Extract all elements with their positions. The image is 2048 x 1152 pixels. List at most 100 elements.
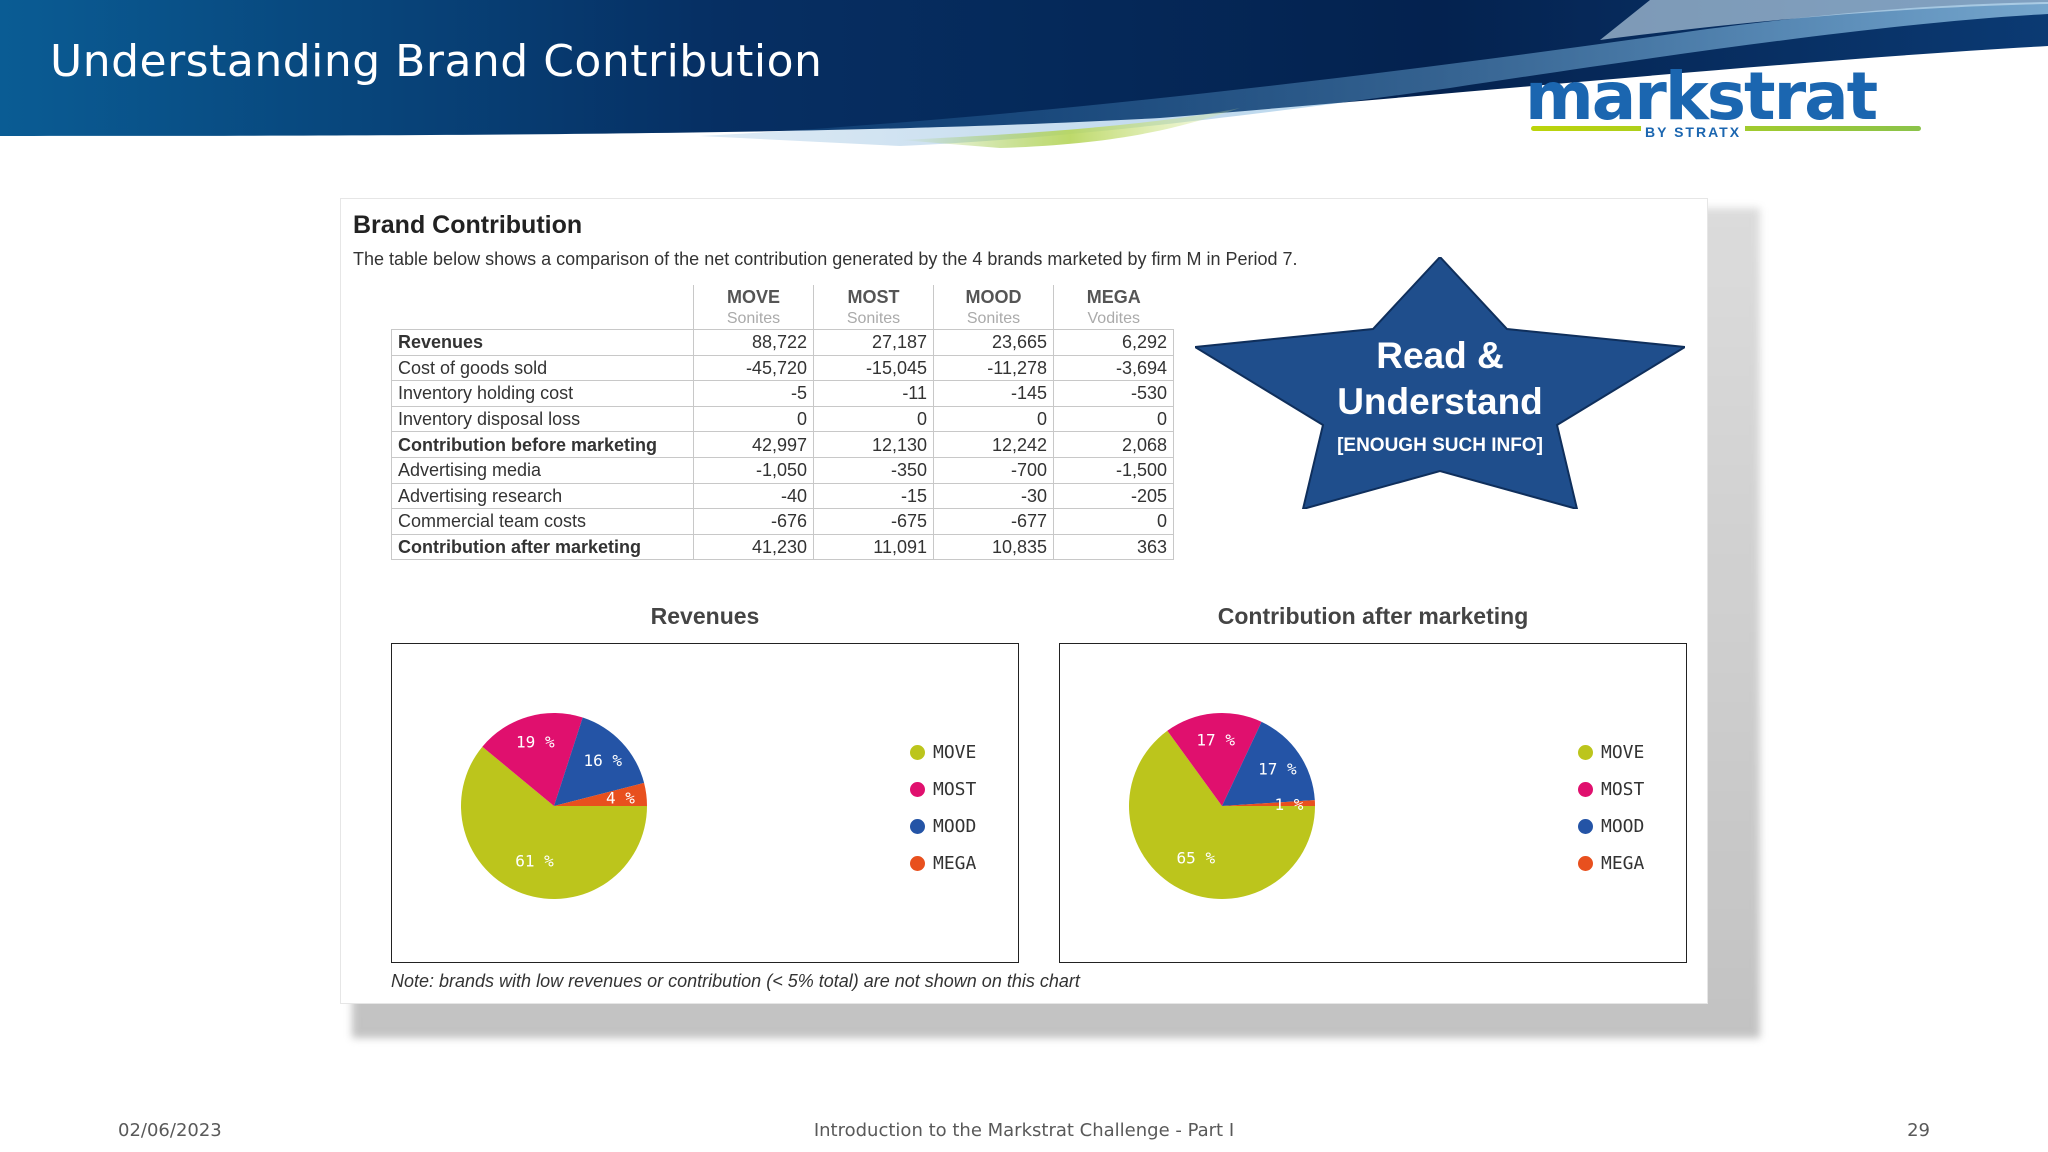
table-header-row: MOVE Sonites MOST Sonites MOOD Sonites MEGA… (392, 285, 1174, 330)
pie-slice-most (482, 713, 583, 806)
legend-swatch (910, 745, 925, 760)
table-cell: 6,292 (1053, 329, 1174, 356)
footer-date: 02/06/2023 (118, 1120, 222, 1141)
legend-swatch (910, 782, 925, 797)
table-cell: -1,500 (1053, 456, 1174, 484)
table-row: Cost of goods sold -45,720 -15,045 -11,278-… (391, 354, 1174, 382)
read-understand-callout: Read & Understand [ENOUGH SUCH INFO] (1191, 255, 1689, 511)
table-cell: 0 (1053, 405, 1174, 433)
table-cell: 11,091 (813, 533, 934, 561)
table-row: Revenues 88,722 27,187 23,665 6,292 (391, 329, 1174, 356)
markstrat-logo: markstrat BY STRATX (1525, 64, 1925, 150)
table-cell: 27,187 (813, 329, 934, 356)
legend-item: MOST (1578, 771, 1644, 808)
table-row: Commercial team costs -676 -675 -677 0 (391, 508, 1174, 535)
table-cell: -675 (813, 508, 934, 535)
pie-slice-move (461, 746, 647, 899)
legend-label: MEGA (1601, 853, 1645, 874)
star-shape (1191, 255, 1689, 511)
pie-label-most: 19 % (516, 733, 555, 752)
legend-item: MOVE (910, 734, 976, 771)
footer-title: Introduction to the Markstrat Challenge … (813, 1120, 1235, 1141)
table-row: Inventory holding cost -5 -11 -145 -530 (391, 380, 1174, 407)
column-header: MOVE Sonites (693, 285, 814, 330)
legend-swatch (1578, 745, 1593, 760)
table-cell: 0 (813, 405, 934, 433)
revenues-chart-title: Revenues (650, 603, 760, 629)
legend-swatch (1578, 819, 1593, 834)
pie-label-mood: 16 % (584, 751, 623, 770)
row-label: Cost of goods sold (391, 354, 694, 381)
legend-swatch (910, 819, 925, 834)
column-header: MOST Sonites (813, 285, 934, 330)
pie-label-most: 17 % (1196, 730, 1235, 749)
table-cell: -350 (813, 456, 934, 484)
logo-wordmark: markstrat (1525, 58, 1878, 135)
row-label: Commercial team costs (391, 508, 694, 535)
table-cell: 0 (933, 405, 1054, 433)
table-cell: -40 (693, 482, 814, 510)
legend-item: MEGA (910, 845, 976, 882)
table-cell: -205 (1053, 482, 1174, 510)
contribution-chart: 65 % 17 % 17 % 1 % MOVE MOST MOOD MEGA (1059, 643, 1687, 963)
slide-title: Understanding Brand Contribution (50, 36, 823, 87)
table-cell: 0 (1053, 508, 1174, 535)
pie-label-mega: 4 % (606, 789, 635, 808)
pie-label-move: 65 % (1177, 848, 1216, 867)
contribution-legend: MOVE MOST MOOD MEGA (1578, 734, 1644, 882)
chart-note: Note: brands with low revenues or contri… (391, 971, 1080, 991)
table-row: Advertising research -40 -15 -30 -205 (391, 482, 1174, 510)
legend-label: MOVE (1601, 742, 1645, 763)
legend-label: MOVE (933, 742, 977, 763)
brand-contribution-panel: Brand Contribution The table below shows… (340, 198, 1708, 1004)
table-cell: -11,278 (933, 354, 1054, 382)
table-cell: -30 (933, 482, 1054, 510)
table-cell: 23,665 (933, 329, 1054, 356)
contribution-pie: 65 % 17 % 17 % 1 % (1129, 713, 1315, 899)
table-cell: -15,045 (813, 354, 934, 382)
header-banner (0, 0, 2048, 148)
row-label: Revenues (391, 329, 694, 356)
callout-line-2: Understand (1337, 381, 1543, 422)
table-cell: -676 (693, 508, 814, 535)
table-cell: -700 (933, 456, 1054, 484)
column-header: MOOD Sonites (933, 285, 1054, 330)
header-blank-cell (392, 285, 694, 330)
table-cell: 42,997 (693, 431, 814, 458)
legend-swatch (1578, 782, 1593, 797)
pie-label-mood: 17 % (1258, 759, 1297, 778)
table-cell: 41,230 (693, 533, 814, 561)
table-row: Inventory disposal loss 0 0 0 0 (391, 405, 1174, 433)
table-cell: 2,068 (1053, 431, 1174, 458)
logo-subtitle: BY STRATX (1641, 124, 1746, 140)
row-label: Advertising media (391, 456, 694, 484)
legend-item: MOST (910, 771, 976, 808)
row-label: Inventory holding cost (391, 380, 694, 407)
panel-heading: Brand Contribution (353, 211, 583, 239)
pie-slice-mood (1222, 721, 1315, 806)
table-cell: -677 (933, 508, 1054, 535)
page-number: 29 (1907, 1120, 1930, 1141)
legend-item: MOOD (910, 808, 976, 845)
table-cell: -5 (693, 380, 814, 407)
table-cell: 0 (693, 405, 814, 433)
table-cell: -45,720 (693, 354, 814, 382)
legend-item: MOOD (1578, 808, 1644, 845)
legend-label: MOST (1601, 779, 1645, 800)
pie-label-mega: 1 % (1274, 795, 1303, 814)
table-row: Contribution after marketing 41,230 11,091… (391, 533, 1174, 561)
table-cell: 12,242 (933, 431, 1054, 458)
pie-slice-most (1167, 713, 1262, 806)
pie-slice-mega (554, 782, 647, 806)
legend-swatch (910, 856, 925, 871)
table-row: Contribution before marketing 42,997 12,13… (391, 431, 1174, 458)
legend-label: MEGA (933, 853, 977, 874)
callout-line-1: Read & (1376, 335, 1504, 376)
table-cell: -3,694 (1053, 354, 1174, 382)
legend-item: MOVE (1578, 734, 1644, 771)
table-cell: 363 (1053, 533, 1174, 561)
callout-line-3: [ENOUGH SUCH INFO] (1337, 435, 1543, 456)
legend-label: MOOD (933, 816, 977, 837)
table-cell: 10,835 (933, 533, 1054, 561)
revenues-legend: MOVE MOST MOOD MEGA (910, 734, 976, 882)
